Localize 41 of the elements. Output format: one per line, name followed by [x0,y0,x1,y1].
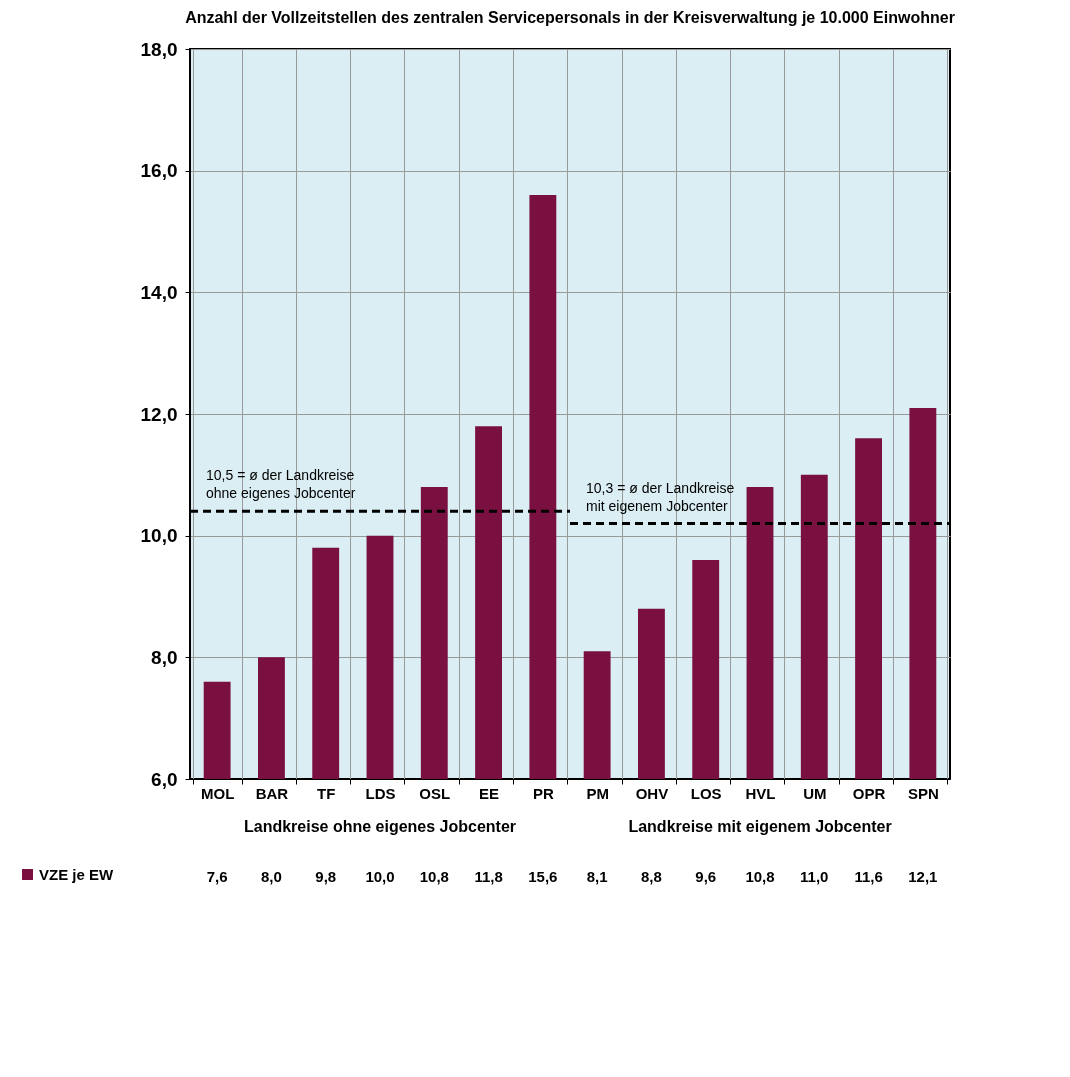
x-tick-label: SPN [907,784,939,802]
y-tick-label: 8,0 [151,646,178,668]
data-label: 9,6 [695,868,717,885]
x-tick-label: HVL [745,784,776,802]
data-label: 15,6 [528,868,558,885]
y-tick-label: 16,0 [140,160,178,182]
y-tick-label: 14,0 [140,281,178,303]
x-tick-label: LOS [690,784,722,802]
x-tick-label: LDS [365,784,396,802]
legend-label: VZE je EW [39,865,115,883]
chart-title: Anzahl der Vollzeitstellen des zentralen Servicepersonals in der Kreisverwaltung je 10.000 Einwohner [185,9,955,26]
ref-line-label: 10,5 = ø der Landkreise ohne eigenes Jobcenter [206,467,356,502]
data-label: 10,0 [365,868,395,885]
y-tick-label: 6,0 [151,768,178,790]
text: Landkreise mit eigenem Jobcenter [628,818,892,835]
x-tick-label: BAR [255,784,289,802]
data-label: 8,0 [261,868,282,885]
x-tick-label: PR [532,784,554,802]
data-label: 9,8 [315,868,337,885]
x-tick-label: OSL [419,784,451,802]
x-tick-label: UM [803,784,827,802]
data-label: 11,6 [854,868,883,885]
data-label: 11,0 [800,868,829,885]
text: Landkreise ohne eigenes Jobcenter [243,818,517,835]
data-label: 8,1 [586,868,608,885]
x-tick-label: OHV [635,784,669,802]
x-tick-label: EE [479,784,500,802]
data-label: 11,8 [474,868,503,885]
data-label: 12,1 [908,868,938,885]
x-tick-label: TF [317,784,336,802]
data-label: 10,8 [419,868,449,885]
x-tick-label: OPR [852,784,886,802]
ref-line-label: 10,3 = ø der Landkreise mit eigenem Jobcenter [586,479,735,514]
x-tick-label: MOL [200,784,235,802]
y-tick-label: 12,0 [140,403,178,425]
y-tick-label: 10,0 [140,525,178,547]
data-label: 10,8 [745,868,775,885]
x-tick-label: PM [586,784,609,802]
data-label: 7,6 [206,868,228,885]
data-label: 8,8 [641,868,662,885]
y-tick-label: 18,0 [140,38,178,60]
